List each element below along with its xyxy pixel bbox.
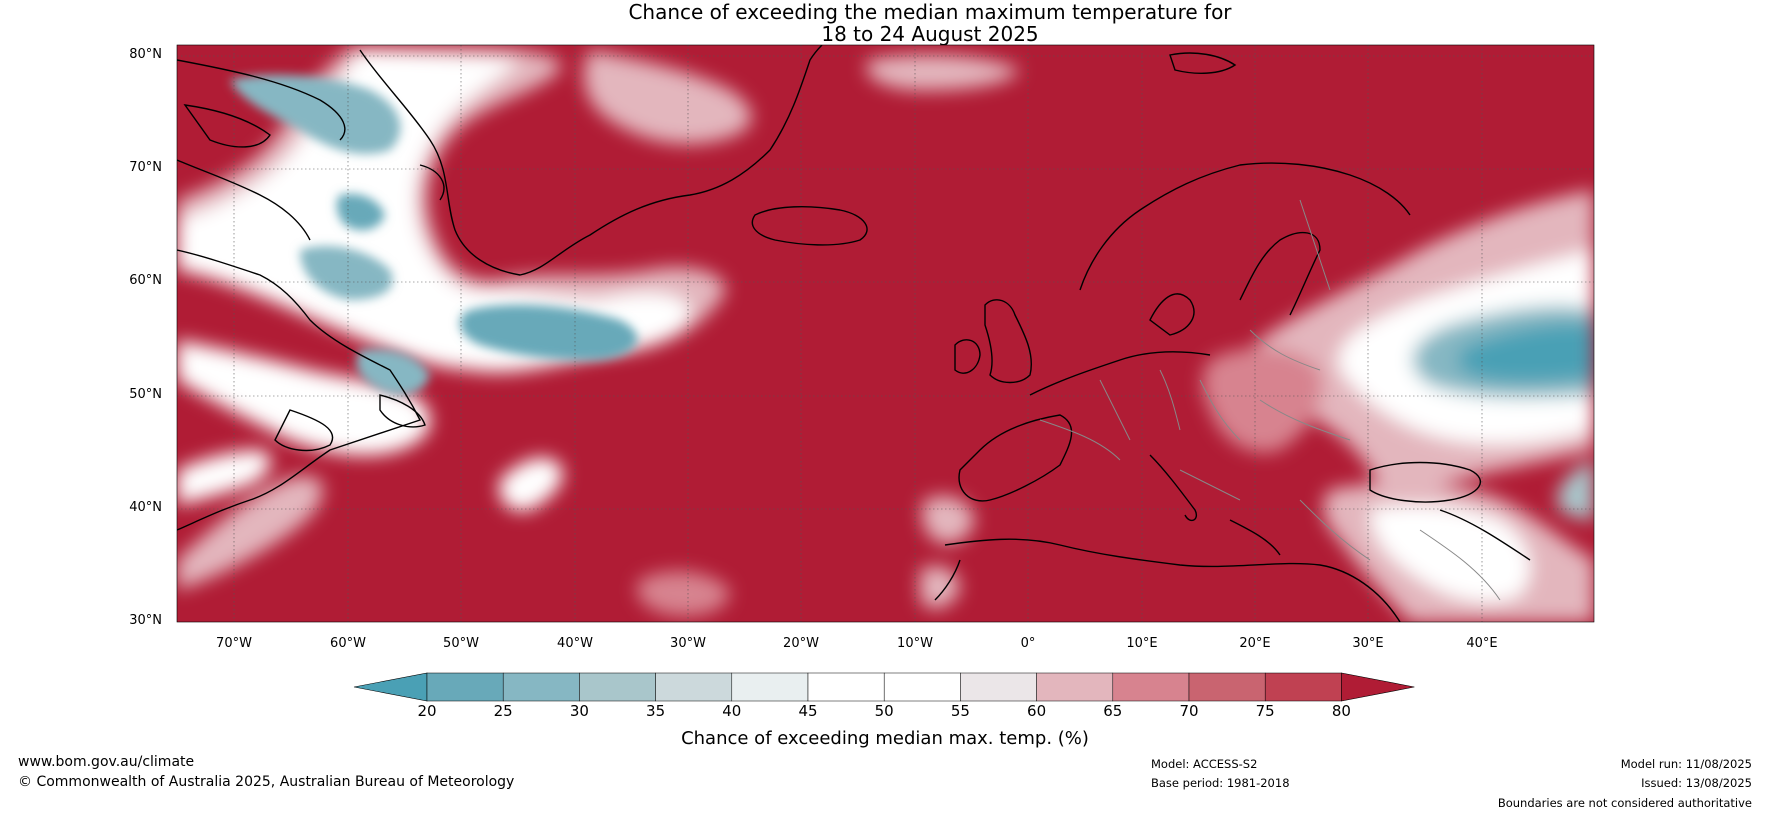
colorbar-tick-label: 45	[798, 702, 818, 720]
footer-copyright: © Commonwealth of Australia 2025, Austra…	[18, 774, 515, 790]
lon-label-20w: 20°W	[783, 636, 819, 651]
lat-label-40n: 40°N	[129, 500, 162, 515]
below-median-areas	[230, 74, 638, 395]
lon-label-40w: 40°W	[557, 636, 593, 651]
colorbar-tick-label: 75	[1255, 702, 1275, 720]
lat-label-60n: 60°N	[129, 273, 162, 288]
footer-issued: Issued: 13/08/2025	[1641, 776, 1752, 790]
lon-label-60w: 60°W	[330, 636, 366, 651]
colorbar-tick-label: 65	[1103, 702, 1123, 720]
footer-disclaimer: Boundaries are not considered authoritat…	[1497, 796, 1752, 810]
lon-label-30w: 30°W	[670, 636, 706, 651]
coastlines	[177, 45, 1531, 622]
lat-label-70n: 70°N	[129, 160, 162, 175]
colorbar-tick-label: 30	[569, 702, 589, 720]
colorbar-tick-label: 55	[950, 702, 970, 720]
lon-label-0: 0°	[1020, 636, 1036, 651]
lon-label-70w: 70°W	[216, 636, 252, 651]
colorbar-segment	[883, 672, 961, 702]
lon-label-20e: 20°E	[1239, 636, 1271, 651]
footer-model-run: Model run: 11/08/2025	[1620, 757, 1752, 771]
colorbar-segment	[579, 672, 656, 702]
lon-label-30e: 30°E	[1352, 636, 1384, 651]
colorbar-segment	[731, 672, 809, 702]
footer-base-period: Base period: 1981-2018	[1151, 776, 1290, 790]
colorbar-segment	[502, 672, 580, 702]
colorbar-segment	[1036, 672, 1114, 702]
eastern-region	[636, 54, 1594, 622]
map-title-line-2: 18 to 24 August 2025	[821, 22, 1039, 46]
lon-label-40e: 40°E	[1466, 636, 1498, 651]
colorbar-tick-label: 60	[1027, 702, 1047, 720]
map-frame	[176, 44, 1595, 623]
colorbar-tick-label: 70	[1179, 702, 1199, 720]
colorbar-segment	[655, 672, 733, 702]
lon-label-50w: 50°W	[443, 636, 479, 651]
lat-label-50n: 50°N	[129, 387, 162, 402]
lat-label-80n: 80°N	[129, 47, 162, 62]
footer-url[interactable]: www.bom.gov.au/climate	[18, 754, 195, 770]
colorbar	[353, 672, 1415, 702]
colorbar-tick-label: 50	[874, 702, 894, 720]
lat-label-30n: 30°N	[129, 613, 162, 628]
colorbar-extend-high	[1341, 672, 1415, 702]
colorbar-segment	[1188, 672, 1266, 702]
country-borders	[1039, 199, 1501, 601]
colorbar-segment	[960, 672, 1037, 702]
colorbar-tick-label: 80	[1331, 702, 1351, 720]
colorbar-tick-label: 40	[722, 702, 742, 720]
colorbar-label: Chance of exceeding median max. temp. (%…	[681, 728, 1089, 749]
colorbar-segment	[807, 672, 885, 702]
colorbar-tick-label: 25	[493, 702, 513, 720]
colorbar-tick-label: 20	[417, 702, 437, 720]
colorbar-tick-label: 35	[646, 702, 666, 720]
graticule	[177, 45, 1594, 622]
lon-label-10e: 10°E	[1126, 636, 1158, 651]
colorbar-segment	[426, 672, 504, 702]
colorbar-segment	[1264, 672, 1342, 702]
colorbar-segment	[1112, 672, 1190, 702]
probability-field	[177, 48, 1594, 622]
lon-label-10w: 10°W	[897, 636, 933, 651]
colorbar-extend-low	[353, 672, 428, 702]
map-title-line-1: Chance of exceeding the median maximum t…	[628, 0, 1232, 24]
footer-model: Model: ACCESS-S2	[1151, 757, 1258, 771]
